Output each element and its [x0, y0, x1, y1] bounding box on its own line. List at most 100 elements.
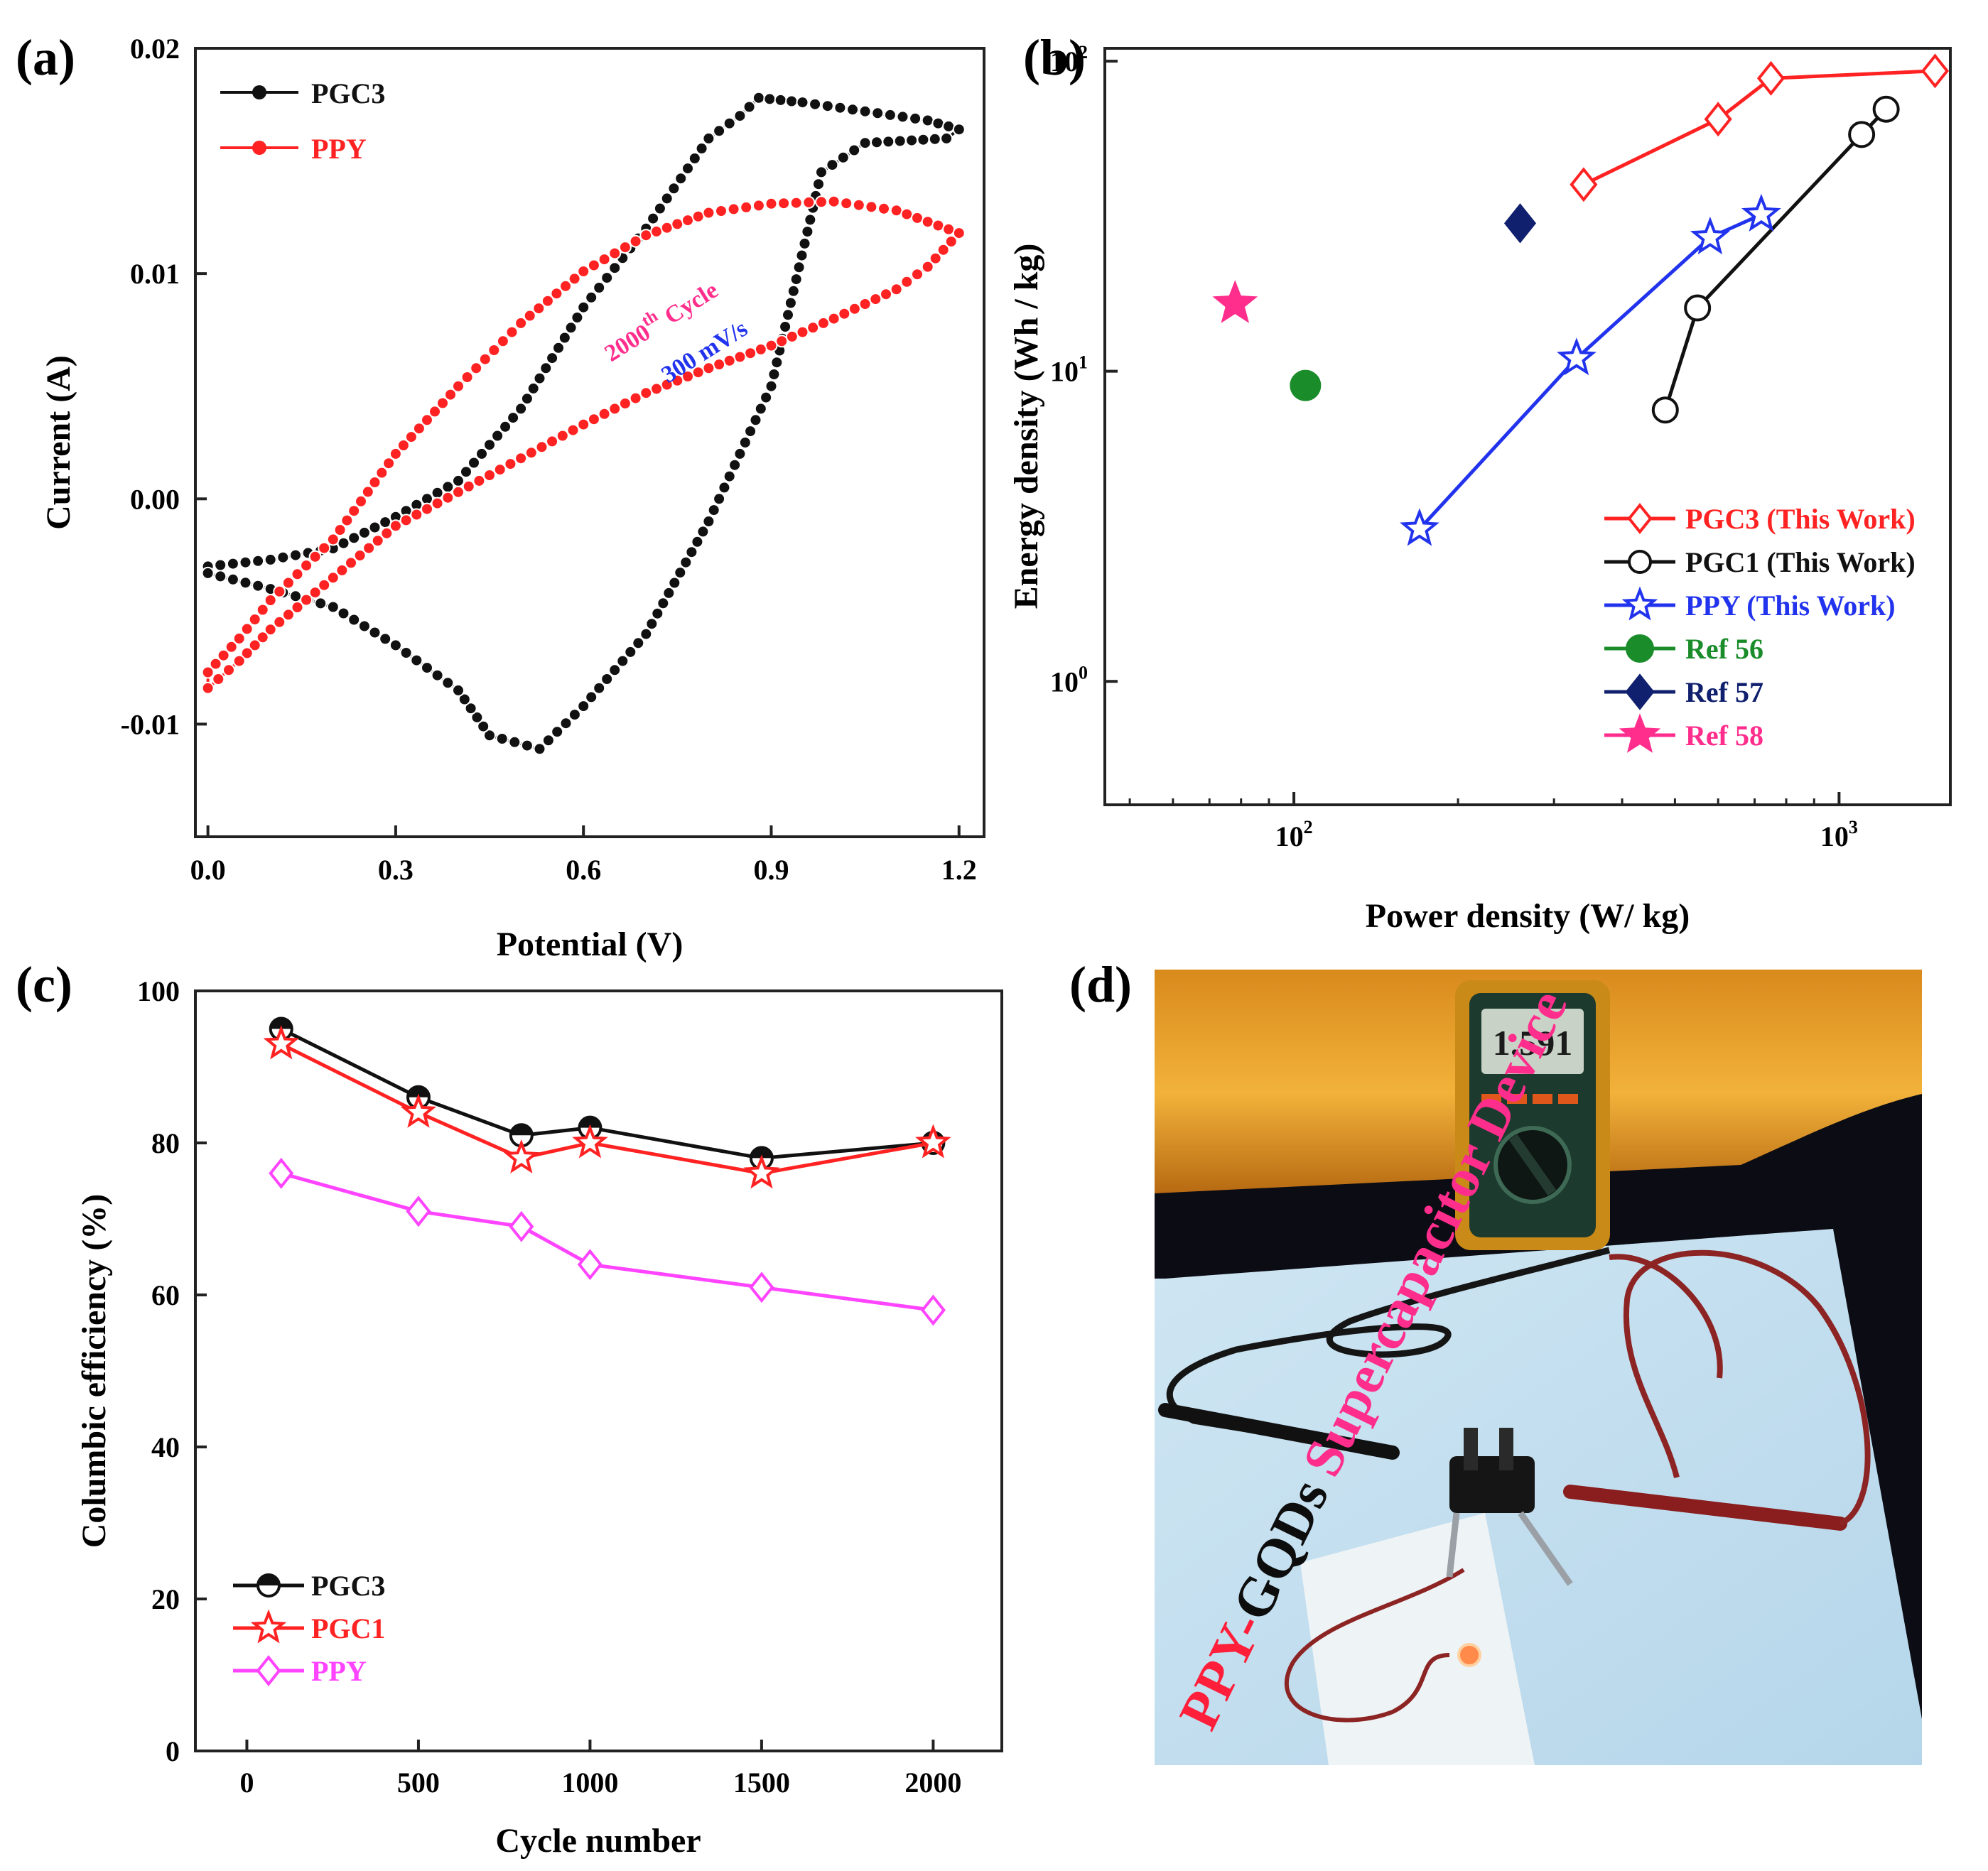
- b-legend-marker-ref-58: [1619, 713, 1661, 753]
- a-point-pgc3: [624, 645, 637, 658]
- b-point-pgc1: [1651, 396, 1679, 424]
- a-point-ppy: [618, 397, 632, 410]
- c-legend-label-pgc3: PGC3: [311, 1570, 385, 1602]
- device-clip-pin-1: [1464, 1428, 1478, 1470]
- a-point-ppy: [308, 586, 322, 600]
- a-point-ppy: [496, 335, 509, 348]
- b-point-pgc3: [1756, 60, 1786, 96]
- b-legend-label-ref-56: Ref 56: [1685, 633, 1763, 665]
- a-point-ppy: [587, 413, 600, 426]
- a-point-pgc3: [616, 654, 630, 668]
- a-point-pgc3: [357, 619, 371, 633]
- a-point-ppy: [598, 253, 611, 266]
- c-point-pgc3-fill: [407, 1086, 429, 1097]
- a-point-ppy: [361, 485, 374, 499]
- a-point-ppy: [816, 316, 830, 330]
- a-point-ppy: [911, 268, 924, 281]
- a-point-ppy: [389, 519, 402, 533]
- white-block: [1300, 1513, 1535, 1765]
- a-point-ppy: [375, 466, 389, 479]
- a-point-pgc3: [909, 112, 922, 125]
- device-photo: 1.591: [1155, 970, 1922, 1765]
- a-point-ppy: [681, 214, 694, 227]
- a-point-pgc3: [858, 104, 872, 118]
- red-cable: [1609, 1249, 1871, 1526]
- a-point-ppy: [577, 418, 590, 431]
- panel-c-frame: [194, 989, 1003, 1752]
- c-point-ppy: [269, 1157, 294, 1189]
- c-ytick-label: 20: [151, 1583, 180, 1615]
- a-point-pgc3: [812, 178, 825, 191]
- b-series-line-ppy: [1418, 212, 1762, 531]
- a-point-ppy: [362, 541, 376, 555]
- a-point-ppy: [785, 330, 799, 343]
- a-point-pgc3: [326, 600, 340, 614]
- c-ytick-label: 40: [151, 1431, 180, 1463]
- a-point-ppy: [691, 210, 705, 223]
- a-point-pgc3: [558, 331, 571, 345]
- a-point-ppy: [273, 585, 286, 598]
- a-point-ppy: [775, 335, 789, 348]
- a-point-ppy: [281, 576, 295, 590]
- a-point-pgc3: [460, 465, 472, 479]
- a-point-pgc3: [733, 109, 747, 123]
- a-point-pgc3: [707, 504, 720, 517]
- a-point-ppy: [452, 485, 465, 499]
- a-point-ppy: [671, 217, 684, 231]
- a-point-ppy: [715, 205, 728, 217]
- a-point-pgc3: [464, 702, 477, 715]
- b-point-ppy: [1557, 337, 1597, 376]
- a-point-pgc3: [917, 133, 930, 146]
- a-point-ppy: [472, 474, 486, 487]
- a-point-ppy: [650, 224, 663, 238]
- a-point-pgc3: [801, 225, 814, 239]
- a-point-pgc3: [789, 273, 803, 286]
- a-point-pgc3: [477, 720, 490, 733]
- a-point-ppy: [493, 463, 507, 477]
- a-point-ppy: [264, 623, 277, 636]
- a-point-ppy: [248, 613, 261, 626]
- a-point-pgc3: [252, 554, 265, 568]
- a-point-ppy: [421, 413, 433, 427]
- c-point-ppy: [509, 1210, 534, 1242]
- b-series-line-pgc3: [1582, 69, 1935, 187]
- a-point-ppy: [399, 514, 413, 527]
- a-point-pgc3: [798, 237, 811, 250]
- panel-b-ylabel: Energy density (Wh / kg): [1007, 244, 1045, 609]
- a-point-pgc3: [593, 281, 606, 294]
- c-point-pgc3-fill: [750, 1147, 772, 1159]
- a-point-ppy: [281, 608, 295, 622]
- a-point-pgc3: [568, 708, 581, 722]
- a-point-ppy: [802, 195, 816, 209]
- panel-c-legend: PGC3 PGC1 PPY: [233, 1570, 385, 1687]
- a-point-ppy: [333, 524, 347, 536]
- panel-d: (d) 1.591: [1069, 956, 1922, 1765]
- a-point-pgc3: [520, 392, 534, 406]
- a-point-ppy: [256, 631, 269, 644]
- a-point-ppy: [389, 447, 402, 460]
- a-point-ppy: [566, 423, 580, 437]
- legend-marker-pgc3: [252, 85, 266, 99]
- a-point-pgc3: [539, 362, 553, 375]
- c-xtick-label: 1000: [561, 1767, 618, 1799]
- a-point-pgc3: [368, 626, 382, 639]
- a-point-ppy: [936, 243, 950, 256]
- a-point-ppy: [460, 371, 474, 384]
- a-point-ppy: [412, 422, 426, 435]
- b-legend-label-pgc3: PGC3 (This Work): [1685, 503, 1916, 535]
- c-point-ppy: [920, 1294, 946, 1326]
- a-point-pgc3: [551, 725, 564, 739]
- a-point-pgc3: [713, 492, 726, 506]
- a-point-pgc3: [491, 429, 504, 443]
- a-point-pgc3: [695, 142, 708, 155]
- a-point-ppy: [900, 207, 914, 221]
- b-point-pgc1: [1848, 121, 1876, 148]
- a-point-ppy: [318, 541, 331, 555]
- a-xtick-label: 0.9: [753, 854, 789, 886]
- a-point-pgc3: [577, 700, 590, 713]
- a-point-ppy: [428, 405, 441, 418]
- a-point-pgc3: [645, 617, 659, 631]
- a-point-pgc3: [770, 356, 784, 369]
- c-series-line-pgc1: [280, 1042, 934, 1176]
